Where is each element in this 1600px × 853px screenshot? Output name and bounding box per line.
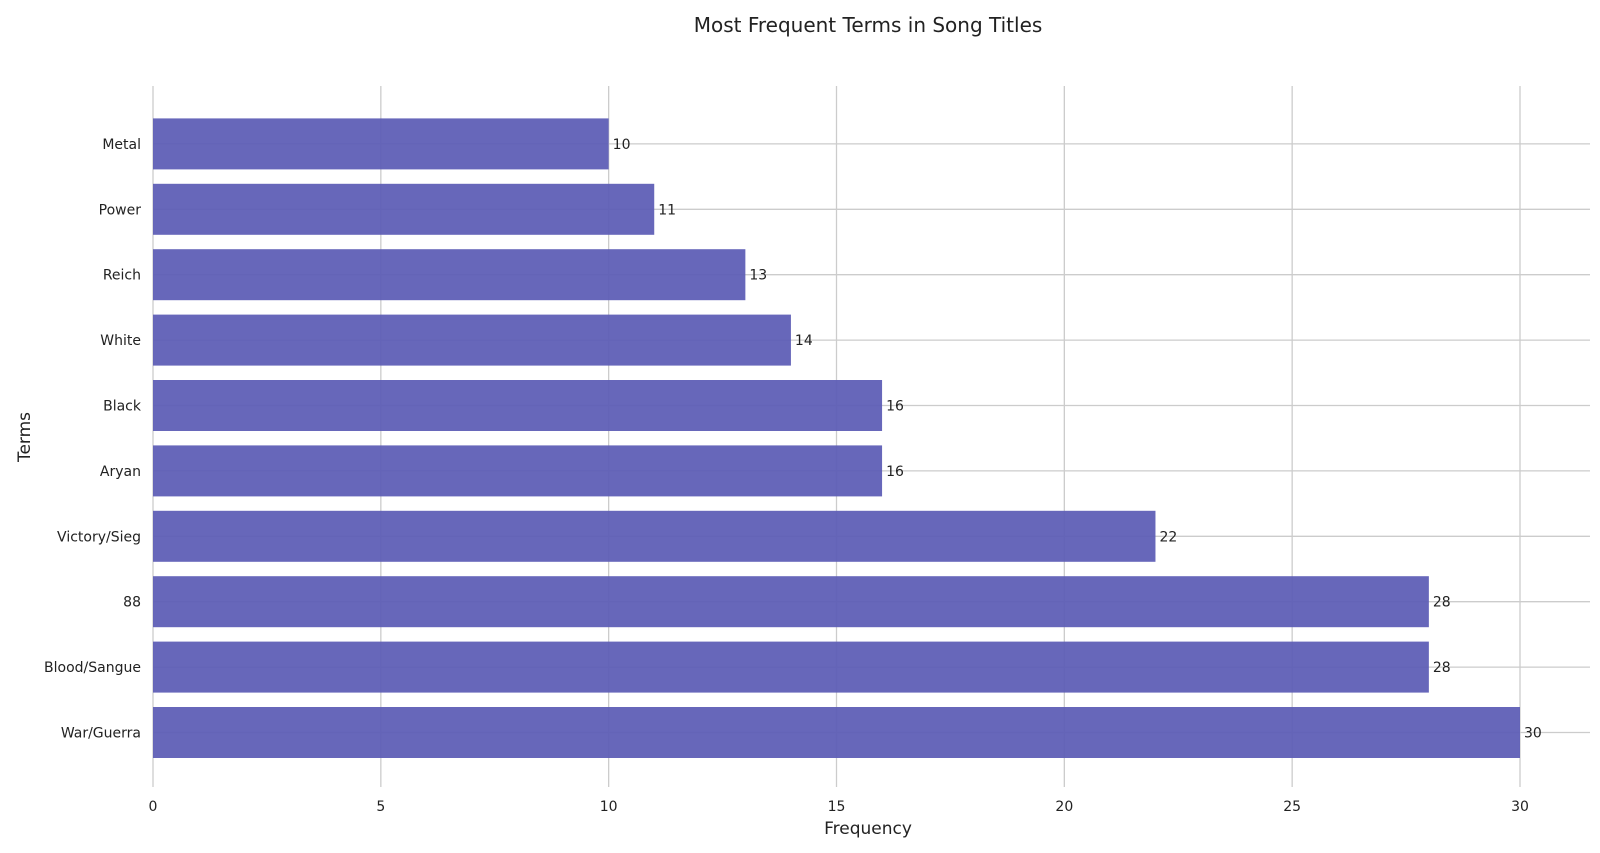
- bar: [153, 183, 655, 235]
- bar: [153, 314, 791, 366]
- y-axis-label: Terms: [15, 412, 35, 463]
- data-label: 28: [1433, 595, 1451, 611]
- y-tick-label: War/Guerra: [61, 726, 141, 742]
- bar: [153, 445, 883, 497]
- y-tick-label: Metal: [102, 137, 141, 153]
- bars: [153, 118, 1520, 758]
- data-labels: 30 28 28 22 16 16 14 13 11 10: [613, 137, 1542, 742]
- x-axis-ticks: 0 5 10 15 20 25 30: [149, 799, 1529, 815]
- x-tick-label: 30: [1511, 799, 1529, 815]
- x-tick-label: 5: [376, 799, 385, 815]
- chart-title: Most Frequent Terms in Song Titles: [694, 13, 1043, 37]
- y-tick-label: Power: [99, 202, 142, 218]
- y-tick-label: Blood/Sangue: [44, 660, 141, 676]
- y-tick-label: Black: [103, 399, 142, 415]
- bar: [153, 380, 883, 431]
- y-tick-label: Victory/Sieg: [57, 529, 141, 545]
- bar: [153, 510, 1156, 562]
- data-label: 16: [886, 399, 904, 415]
- data-label: 16: [886, 464, 904, 480]
- bar: [153, 249, 746, 301]
- data-label: 10: [613, 137, 631, 153]
- x-tick-label: 15: [828, 799, 846, 815]
- data-label: 28: [1433, 660, 1451, 676]
- data-label: 11: [658, 202, 676, 218]
- y-tick-label: 88: [123, 595, 141, 611]
- data-label: 14: [795, 333, 813, 349]
- y-tick-label: White: [100, 333, 141, 349]
- data-label: 13: [749, 268, 767, 284]
- data-label: 30: [1524, 726, 1542, 742]
- x-tick-label: 20: [1055, 799, 1073, 815]
- bar: [153, 641, 1429, 693]
- x-tick-label: 25: [1283, 799, 1301, 815]
- y-axis-ticks: War/Guerra Blood/Sangue 88 Victory/Sieg Arya…: [44, 137, 142, 742]
- x-tick-label: 10: [600, 799, 618, 815]
- bar: [153, 707, 1520, 758]
- bar: [153, 576, 1429, 628]
- y-tick-label: Reich: [103, 268, 141, 284]
- x-tick-label: 0: [149, 799, 158, 815]
- y-tick-label: Aryan: [100, 464, 141, 480]
- data-label: 22: [1159, 529, 1177, 545]
- x-axis-label: Frequency: [824, 819, 912, 839]
- bar: [153, 118, 609, 170]
